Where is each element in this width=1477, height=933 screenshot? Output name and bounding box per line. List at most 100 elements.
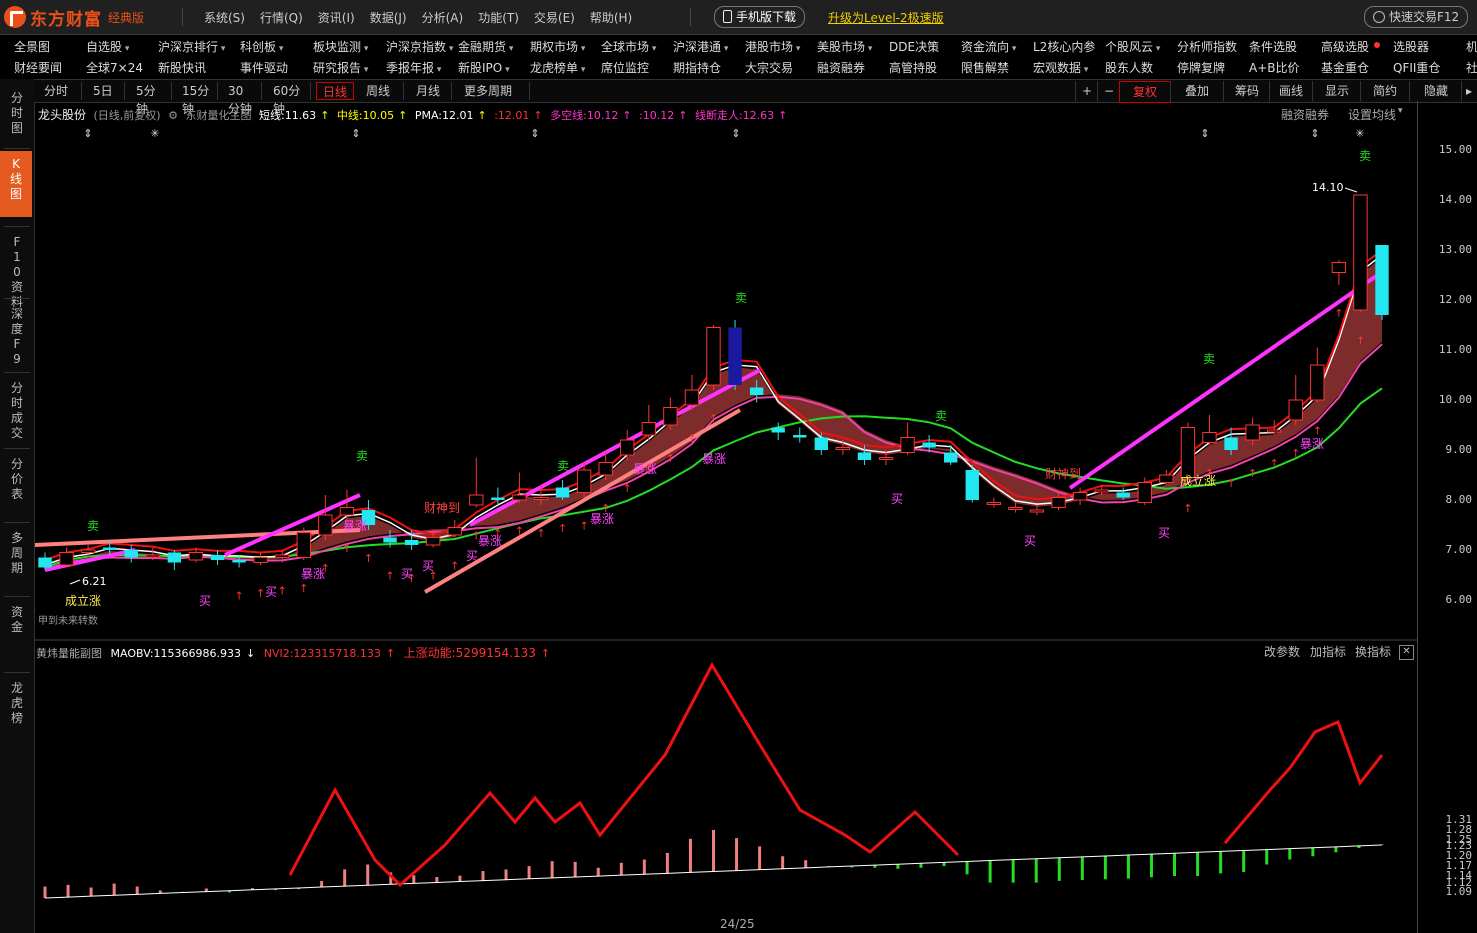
period-tab[interactable]: 30分钟 bbox=[222, 82, 262, 116]
upgrade-link[interactable]: 升级为Level-2极速版 bbox=[828, 11, 944, 25]
nav-item[interactable]: 美股市场 bbox=[817, 38, 872, 55]
nav-item[interactable]: 基金重仓 bbox=[1321, 61, 1370, 75]
nav-item[interactable]: QFII重仓 bbox=[1393, 61, 1441, 75]
period-tab[interactable]: 日线 bbox=[316, 82, 354, 100]
nav-item[interactable]: 港股市场 bbox=[745, 38, 800, 55]
nav-item[interactable]: 个股风云 bbox=[1105, 38, 1160, 55]
period-tab[interactable]: 月线 bbox=[410, 82, 452, 100]
nav-item[interactable]: 大宗交易 bbox=[745, 61, 794, 75]
chevron-right-icon[interactable]: ▸ bbox=[1461, 81, 1476, 101]
nav-item[interactable]: 席位监控 bbox=[601, 61, 650, 75]
toolbar-button[interactable]: 筹码 bbox=[1223, 81, 1270, 101]
sub-axis-tick: 1.12 bbox=[1445, 875, 1473, 889]
nav-item[interactable]: 分析师指数 bbox=[1177, 40, 1238, 54]
close-icon[interactable]: ✕ bbox=[1399, 645, 1414, 660]
swap-indicator-button[interactable]: 换指标 bbox=[1355, 645, 1392, 659]
nav-item[interactable]: 期权市场 bbox=[530, 38, 585, 55]
toolbar-button[interactable]: 显示 bbox=[1312, 81, 1361, 101]
nav-item[interactable]: 资金流向 bbox=[961, 38, 1016, 55]
nav-item[interactable]: 自选股 bbox=[86, 38, 129, 55]
nav-item[interactable]: 高级选股 bbox=[1321, 40, 1370, 54]
sidebar-tab[interactable]: 多周期 bbox=[10, 531, 23, 575]
nav-item[interactable]: 限售解禁 bbox=[961, 61, 1010, 75]
nav-item[interactable]: 全球市场 bbox=[601, 38, 656, 55]
menu-item[interactable]: 资讯(I) bbox=[317, 11, 355, 25]
nav-item[interactable]: 股东人数 bbox=[1105, 61, 1154, 75]
nav-item[interactable]: 停牌复牌 bbox=[1177, 61, 1226, 75]
period-tab[interactable]: 5日 bbox=[87, 82, 125, 100]
nav-item[interactable]: 全球7×24 bbox=[86, 61, 143, 75]
menu-item[interactable]: 数据(J) bbox=[369, 11, 407, 25]
sell-signal: 卖 bbox=[1203, 352, 1215, 366]
candle-body bbox=[1137, 482, 1152, 503]
menu-item[interactable]: 行情(Q) bbox=[259, 11, 303, 25]
menu-item[interactable]: 交易(E) bbox=[533, 11, 575, 25]
period-tab[interactable]: 分时 bbox=[38, 82, 82, 100]
nav-item[interactable]: 条件选股 bbox=[1249, 40, 1298, 54]
sidebar-tab[interactable]: 分时图 bbox=[10, 91, 23, 135]
fast-trade-button[interactable]: 快速交易F12 bbox=[1364, 6, 1469, 28]
up-arrow-icon: ↑ bbox=[1356, 335, 1365, 348]
period-tab[interactable]: 周线 bbox=[360, 82, 404, 100]
toolbar-button[interactable]: 简约 bbox=[1360, 81, 1409, 101]
toolbar-button[interactable]: 复权 bbox=[1119, 81, 1171, 103]
set-ma-button[interactable]: 设置均线 bbox=[1348, 108, 1397, 122]
toolbar-button[interactable]: 叠加 bbox=[1170, 81, 1223, 101]
nav-item[interactable]: 融资融券 bbox=[817, 61, 866, 75]
candle-body bbox=[103, 547, 117, 550]
menu-item[interactable]: 分析(A) bbox=[421, 11, 464, 25]
toolbar-button[interactable]: + bbox=[1075, 81, 1098, 101]
nav-item[interactable]: 金融期货 bbox=[458, 38, 513, 55]
nav-item[interactable]: 科创板 bbox=[240, 38, 283, 55]
toolbar-button[interactable]: 隐藏 bbox=[1409, 81, 1462, 101]
stock-name[interactable]: 龙头股份 bbox=[38, 108, 87, 122]
period-tab[interactable]: 15分钟 bbox=[176, 82, 218, 116]
toolbar-button[interactable]: 画线 bbox=[1269, 81, 1312, 101]
add-indicator-button[interactable]: 加指标 bbox=[1310, 645, 1347, 659]
sub-axis-tick: 1.31 bbox=[1445, 813, 1473, 827]
nav-item[interactable]: 板块监测 bbox=[313, 38, 368, 55]
nav-item[interactable]: 社 bbox=[1466, 61, 1477, 75]
rzrq-button[interactable]: 融资融券 bbox=[1281, 108, 1330, 122]
sidebar-tab[interactable]: 龙虎榜 bbox=[10, 681, 23, 725]
indicator-name[interactable]: 东财量化主图 bbox=[185, 109, 252, 122]
sub-title[interactable]: 黄炜量能副图 bbox=[36, 647, 102, 660]
edit-params-button[interactable]: 改参数 bbox=[1264, 645, 1301, 659]
period-tab[interactable]: 60分钟 bbox=[267, 82, 311, 116]
nav-item[interactable]: 事件驱动 bbox=[240, 61, 289, 75]
menu-item[interactable]: 系统(S) bbox=[204, 11, 245, 25]
period-tab[interactable]: 更多周期 bbox=[458, 82, 530, 100]
period-tab[interactable]: 5分钟 bbox=[130, 82, 172, 116]
nav-item[interactable]: 沪深京指数 bbox=[386, 38, 453, 55]
phone-download-button[interactable]: 手机版下载 bbox=[714, 6, 806, 28]
nav-item[interactable]: 选股器 bbox=[1393, 40, 1430, 54]
nav-item[interactable]: 机 bbox=[1466, 40, 1477, 54]
sidebar-tab[interactable]: 分价表 bbox=[10, 457, 23, 501]
nav-item[interactable]: 新股快讯 bbox=[158, 61, 207, 75]
nav-item[interactable]: 财经要闻 bbox=[14, 61, 63, 75]
nav-item[interactable]: DDE决策 bbox=[889, 40, 940, 54]
sidebar-tab[interactable]: 分时成交 bbox=[10, 381, 23, 440]
toolbar-button[interactable]: − bbox=[1097, 81, 1120, 101]
menu-item[interactable]: 功能(T) bbox=[478, 11, 519, 25]
nav-item[interactable]: 研究报告 bbox=[313, 59, 368, 76]
sidebar-tab[interactable]: 资金 bbox=[10, 605, 23, 634]
candle-body bbox=[404, 540, 419, 545]
nav-item[interactable]: 宏观数据 bbox=[1033, 59, 1088, 76]
nav-item[interactable]: 高管持股 bbox=[889, 61, 938, 75]
nav-item[interactable]: 期指持仓 bbox=[673, 61, 722, 75]
nav-item[interactable]: 新股IPO bbox=[458, 59, 510, 76]
nav-item[interactable]: 沪深京排行 bbox=[158, 38, 225, 55]
nav-item[interactable]: L2核心内参 bbox=[1033, 40, 1096, 54]
menu-item[interactable]: 帮助(H) bbox=[589, 11, 633, 25]
nav-item[interactable]: A+B比价 bbox=[1249, 61, 1300, 75]
nav-item[interactable]: 沪深港通 bbox=[673, 38, 728, 55]
nav-item[interactable]: 全景图 bbox=[14, 40, 51, 54]
nav-item[interactable]: 季报年报 bbox=[386, 59, 441, 76]
gear-icon[interactable]: ⚙ bbox=[168, 109, 178, 122]
nav-item[interactable]: 龙虎榜单 bbox=[530, 59, 585, 76]
chevron-down-icon[interactable]: ▾ bbox=[1398, 106, 1403, 116]
